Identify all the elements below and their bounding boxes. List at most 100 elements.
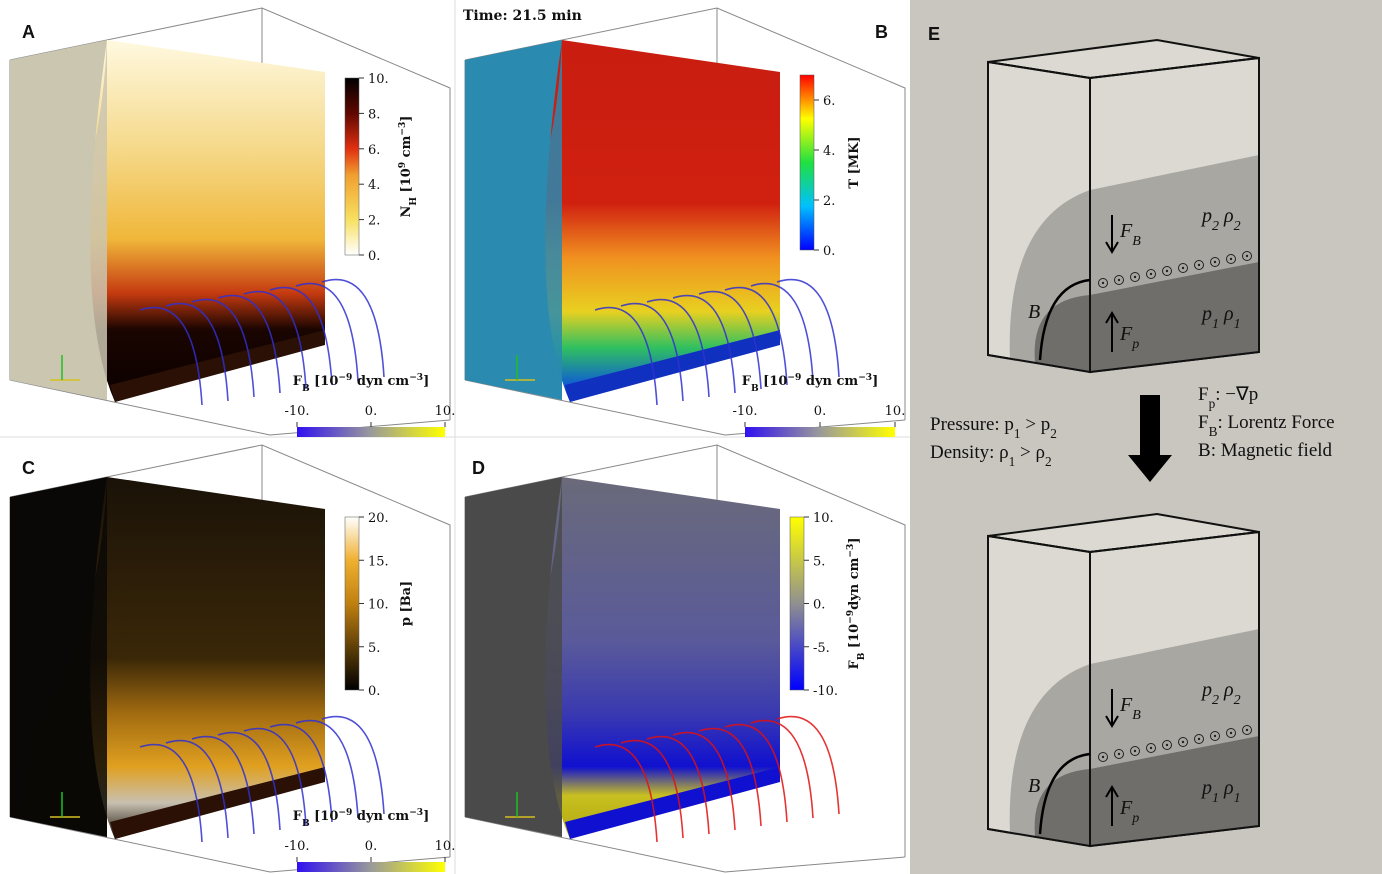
label-part: B [1028,301,1040,323]
label: Fp [1119,797,1139,826]
front-face [90,477,326,839]
colorbar [344,77,360,256]
field-line [698,727,762,827]
big-arrow [1128,395,1172,482]
colorbar-tick-label: 6. [368,143,380,158]
bottom-slab [565,767,780,839]
field-line [243,290,307,390]
label-part: Pressure: [930,414,1004,435]
subscript: B [1132,234,1141,249]
subscript: B [751,383,759,394]
time-label: Time: 21.5 min [463,8,582,24]
label-part: F [293,809,303,824]
panel-letter: E [928,24,940,44]
label-part: dyn cm [847,557,862,610]
colorbar-tick-label: 8. [368,107,380,122]
current-dot [1245,728,1249,732]
current-dot [1149,746,1153,750]
field-line [776,278,840,378]
label-part: F [1198,384,1209,405]
bottom-slab [565,330,780,402]
label-part: F [1119,323,1133,345]
subscript: B [1209,424,1218,439]
label-part: ] [399,116,414,122]
colorbar-tick-label: 2. [823,194,835,209]
field-line [321,715,385,815]
label-part: F [847,660,862,670]
current-dot [1213,260,1217,264]
field-line [594,743,658,843]
label-part: [10 [847,624,862,653]
label-part: ρ [1219,679,1234,701]
inner-region [475,477,562,837]
colorbar-tick-label: 5. [368,641,380,656]
panel-letter: D [472,458,485,478]
field-line [724,723,788,823]
label: Pressure: p1 > p2 [930,414,1057,441]
colorbar-tick-label: 6. [823,94,835,109]
front-face [545,477,780,839]
label-part: : Magnetic field [1211,440,1333,461]
current-dot [1101,755,1105,759]
current-dot [1101,281,1105,285]
simulation-panel [464,444,906,873]
current-symbol [1178,263,1188,273]
label: B: Magnetic field [1198,440,1333,461]
subscript: 2 [1212,693,1219,708]
subscript: p [1209,396,1216,411]
field-line [698,290,762,390]
colorbar [789,516,805,691]
label-part: N [399,205,414,217]
current-symbol [1162,740,1172,750]
arrow [1105,311,1119,352]
field-arrow [1038,278,1091,361]
subscript: p [1131,337,1139,352]
label-part: > [1015,442,1035,463]
current-symbol [1210,257,1220,267]
field-line [191,298,255,398]
subscript: B [856,652,867,660]
label-part: p [1041,414,1051,435]
field-line [269,723,333,823]
colorbar [799,74,815,251]
colorbar-tick-label: 0. [823,244,835,259]
field-line [295,282,359,382]
superscript: −9 [845,610,856,624]
current-symbol [1098,752,1108,762]
label-part: ] [423,374,429,389]
superscript: 9 [397,162,408,168]
label-part: p [1200,679,1212,701]
outline [987,57,1260,374]
colorbar [344,516,360,691]
label-part: F [1119,220,1133,242]
subscript: 1 [1234,317,1241,332]
label: FB [10−9dyn cm−3] [845,537,867,669]
current-symbol [1178,737,1188,747]
label-part: [10 [759,374,788,389]
colorbar-tick-label: -10. [732,404,757,419]
current-symbol [1226,728,1236,738]
current-symbol [1162,266,1172,276]
arrow [1105,215,1119,254]
label: Fp [1119,323,1139,352]
colorbar-tick-label: 2. [368,214,380,229]
subscript: 2 [1050,426,1057,441]
subscript: 2 [1234,693,1241,708]
label-part: ρ [1219,303,1234,325]
colorbar-tick-label: 0. [814,404,826,419]
inner-region [20,40,107,400]
label-part: ρ [1036,442,1045,463]
subscript: 1 [1014,426,1021,441]
subscript: B [302,818,310,829]
label-part: T [MK] [847,136,862,188]
field-line [217,294,281,394]
outline [987,531,1260,848]
label: Fp: −∇p [1198,384,1258,411]
current-dot [1245,254,1249,258]
subscript: B [302,383,310,394]
field-line [217,731,281,831]
field-line [750,719,814,819]
subscript: 2 [1234,219,1241,234]
